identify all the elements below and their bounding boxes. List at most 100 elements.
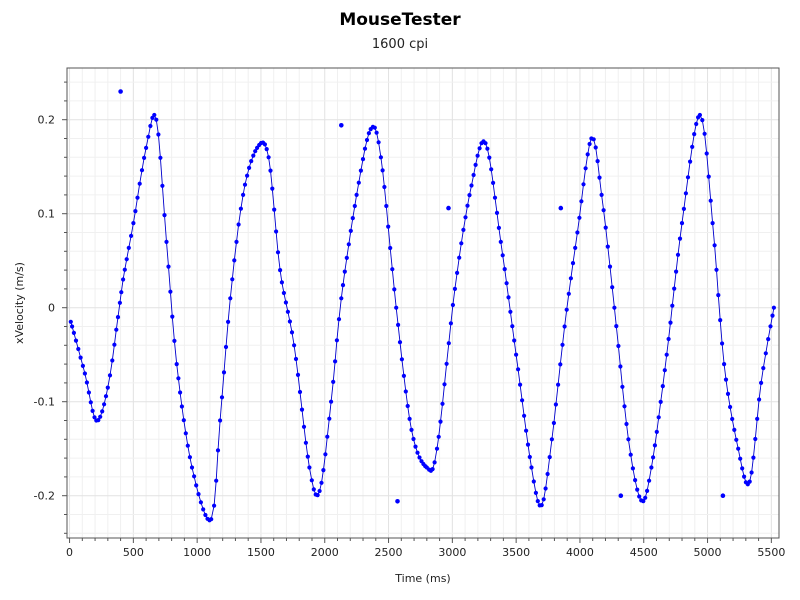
- data-point: [144, 145, 149, 150]
- data-point: [238, 206, 243, 211]
- outlier-point: [118, 89, 123, 94]
- x-tick-label: 5000: [694, 546, 722, 559]
- data-point: [403, 389, 408, 394]
- data-point: [467, 193, 472, 198]
- data-point: [716, 293, 721, 298]
- data-point: [98, 414, 103, 419]
- data-point: [270, 186, 275, 191]
- data-point: [126, 245, 131, 250]
- data-point: [380, 168, 385, 173]
- data-point: [674, 269, 679, 274]
- data-point: [461, 227, 466, 232]
- data-point: [697, 112, 703, 118]
- data-point: [525, 442, 531, 447]
- data-point: [293, 356, 299, 362]
- data-point: [535, 499, 540, 504]
- data-point: [597, 175, 602, 180]
- data-point: [459, 241, 464, 246]
- data-point: [348, 228, 353, 233]
- data-point: [156, 132, 161, 137]
- data-point: [679, 221, 685, 226]
- data-point: [469, 183, 474, 188]
- data-point: [317, 488, 322, 494]
- data-point: [766, 337, 771, 342]
- data-point: [496, 225, 501, 230]
- data-point: [226, 319, 231, 324]
- data-point: [553, 402, 559, 407]
- x-tick-label: 5500: [757, 546, 785, 559]
- data-point: [346, 242, 351, 247]
- data-point: [131, 221, 136, 226]
- data-point: [475, 153, 480, 158]
- data-point: [573, 245, 578, 250]
- data-point: [742, 474, 747, 479]
- data-point: [560, 342, 565, 347]
- outlier-point: [720, 493, 726, 499]
- data-point: [142, 155, 147, 160]
- data-point: [176, 376, 181, 381]
- data-point: [581, 182, 586, 187]
- data-point: [630, 466, 636, 471]
- data-point: [311, 487, 316, 492]
- y-tick-label: -0.1: [34, 396, 55, 409]
- y-tick-label: 0.1: [38, 208, 56, 221]
- data-point: [722, 362, 727, 367]
- data-point: [708, 198, 713, 203]
- data-point: [506, 295, 511, 300]
- data-point: [473, 162, 478, 167]
- data-point: [549, 437, 555, 442]
- outlier-point: [446, 205, 451, 211]
- data-point: [192, 474, 197, 479]
- data-point: [139, 168, 145, 173]
- data-point: [668, 320, 673, 325]
- data-point: [107, 373, 113, 378]
- data-point: [315, 493, 320, 498]
- data-point: [331, 379, 336, 384]
- data-point: [672, 286, 677, 291]
- data-point: [738, 456, 743, 461]
- data-point: [274, 229, 279, 234]
- data-point: [413, 444, 418, 449]
- data-point: [146, 134, 151, 139]
- data-point: [158, 155, 163, 160]
- data-point: [450, 302, 455, 308]
- y-tick-label: -0.2: [34, 490, 55, 503]
- data-point: [440, 401, 445, 406]
- data-point: [749, 470, 754, 475]
- data-point: [68, 319, 73, 324]
- data-point: [170, 314, 175, 319]
- data-point: [656, 415, 661, 420]
- data-point: [651, 455, 656, 460]
- data-point: [491, 180, 496, 185]
- data-point: [174, 362, 179, 367]
- data-point: [179, 404, 184, 409]
- data-point: [681, 206, 687, 211]
- data-point: [203, 512, 208, 518]
- data-point: [612, 305, 617, 310]
- data-point: [647, 478, 652, 483]
- data-point: [492, 195, 498, 200]
- data-point: [212, 503, 217, 508]
- data-point: [230, 277, 235, 282]
- data-point: [396, 322, 401, 327]
- data-point: [333, 359, 338, 364]
- series-points-layer: [68, 89, 777, 523]
- data-point: [601, 208, 606, 213]
- data-point: [219, 395, 225, 400]
- outlier-point: [618, 493, 624, 499]
- data-point: [275, 250, 281, 255]
- data-point: [266, 155, 271, 160]
- data-point: [115, 315, 121, 320]
- data-point: [124, 257, 129, 262]
- data-point: [201, 507, 206, 512]
- data-point: [585, 152, 590, 157]
- data-point: [321, 468, 326, 473]
- data-point: [666, 336, 671, 342]
- data-point: [457, 255, 462, 260]
- data-point: [566, 291, 571, 296]
- data-point: [307, 465, 312, 470]
- data-point: [622, 404, 627, 409]
- data-point: [262, 142, 267, 147]
- data-point: [541, 497, 546, 502]
